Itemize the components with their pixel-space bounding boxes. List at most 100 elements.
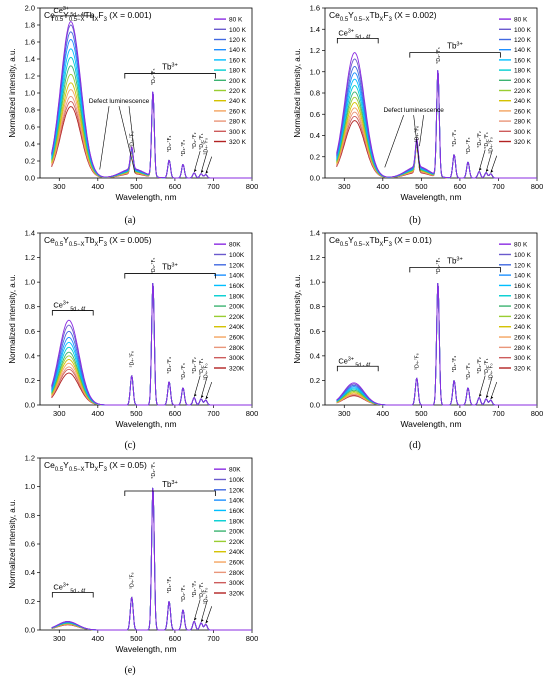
legend-label: 120 K bbox=[229, 37, 247, 44]
y-tick-label: 1.6 bbox=[25, 38, 35, 47]
y-tick-label: 0.4 bbox=[25, 568, 35, 577]
tb-band-label-part: 3+ bbox=[171, 480, 177, 486]
legend-label: 200 K bbox=[229, 78, 247, 85]
tb-band-label-part: 3+ bbox=[171, 62, 177, 68]
legend-label: 300K bbox=[229, 580, 245, 587]
legend-label: 200K bbox=[229, 304, 245, 311]
chart-title-part: 3 bbox=[104, 467, 108, 473]
y-tick-label: 0.4 bbox=[25, 351, 35, 360]
legend-label: 240 K bbox=[229, 98, 247, 105]
y-tick-label: 0.0 bbox=[25, 626, 35, 635]
legend-label: 260 K bbox=[514, 335, 532, 342]
legend-label: 80 K bbox=[514, 17, 528, 24]
y-tick-label: 0.0 bbox=[310, 174, 320, 183]
transition-arrow bbox=[193, 375, 201, 397]
legend-label: 160K bbox=[229, 508, 245, 515]
transition-arrow bbox=[200, 376, 208, 398]
legend-label: 220K bbox=[229, 314, 245, 321]
transition-label: ⁵D₄-⁷F₂ bbox=[192, 581, 198, 598]
transition-arrowhead bbox=[486, 394, 489, 398]
transition-arrow bbox=[205, 381, 213, 400]
legend-label: 260 K bbox=[514, 108, 532, 115]
chart-title-part: Ce bbox=[44, 10, 55, 20]
y-tick-label: 1.8 bbox=[25, 21, 35, 30]
chart-panel-a: 300 400 500 600 700 800 0.0 0.2 0.4 0.6 0.8 1.0 1.2 1… bbox=[8, 4, 258, 203]
x-axis-label: Wavelength, nm bbox=[400, 192, 461, 202]
chart-title-part: 3 bbox=[104, 242, 108, 248]
transition-label: ⁵D₄-⁷F₃ bbox=[181, 585, 187, 602]
x-axis-label: Wavelength, nm bbox=[115, 192, 176, 202]
legend-label: 220 K bbox=[514, 314, 532, 321]
transition-label: ⁵D₄-⁷F₅ bbox=[151, 68, 157, 85]
chart-title-part: Tb bbox=[85, 460, 95, 470]
legend-label: 280 K bbox=[514, 345, 532, 352]
x-tick-label: 700 bbox=[207, 634, 220, 643]
chart-title-part: 0.5 bbox=[340, 17, 349, 23]
y-tick-label: 0.8 bbox=[25, 511, 35, 520]
series-line-80K bbox=[51, 21, 252, 179]
transition-label: ⁵D₄-⁷F₄ bbox=[452, 130, 458, 147]
transition-arrowhead bbox=[194, 168, 197, 172]
legend-label: 80K bbox=[229, 467, 241, 474]
chart-title-part: X bbox=[94, 17, 98, 23]
panel-caption-a: (a) bbox=[124, 215, 136, 226]
y-tick-label: 1.2 bbox=[25, 454, 35, 463]
chart-title-part: F bbox=[98, 235, 103, 245]
legend-label: 320K bbox=[229, 366, 245, 373]
transition-label: ⁵D₄-⁷F₅ bbox=[436, 258, 442, 275]
chart-title: Ce0.5Y0.5−XTbXF3 (X = 0.01) bbox=[329, 235, 432, 248]
legend-label: 180 K bbox=[229, 68, 247, 75]
tb-band-label: Tb3+ bbox=[447, 256, 463, 265]
transition-arrowhead bbox=[194, 617, 197, 621]
transition-arrow bbox=[478, 375, 486, 397]
x-tick-label: 700 bbox=[207, 182, 220, 191]
chart-title-part: 0.5−X bbox=[69, 467, 85, 473]
y-tick-label: 2.0 bbox=[25, 4, 35, 13]
y-tick-label: 0.4 bbox=[25, 140, 35, 149]
chart-title: Ce0.5Y0.5−XTbXF3 (X = 0.005) bbox=[44, 235, 152, 248]
ce-band-label-part: 3+ bbox=[63, 582, 69, 588]
legend-label: 180K bbox=[229, 518, 245, 525]
transition-label: ⁵D₄-⁷F₁ bbox=[484, 358, 490, 375]
panel-caption-b: (b) bbox=[409, 215, 421, 226]
transition-label: ⁵D₄-⁷F₀ bbox=[489, 364, 495, 381]
chart-title-part: X bbox=[379, 242, 383, 248]
tb-bracket bbox=[124, 273, 216, 279]
x-tick-label: 700 bbox=[492, 409, 505, 418]
tb-band-label-part: Tb bbox=[162, 263, 172, 272]
transition-label: ⁵D₄-⁷F₆ bbox=[130, 572, 136, 589]
legend-label: 220 K bbox=[229, 88, 247, 95]
ce-band-label-part: Ce bbox=[338, 356, 348, 365]
chart-title-part: X bbox=[379, 17, 383, 23]
ce-bracket bbox=[336, 365, 379, 372]
chart-title-part: Ce bbox=[44, 460, 55, 470]
defect-arrow bbox=[419, 115, 424, 147]
x-tick-label: 300 bbox=[338, 409, 351, 418]
chart-panel-d: 300 400 500 600 700 800 0.0 0.2 0.4 0.6 0.8 1.0 1.2 1… bbox=[293, 229, 543, 430]
y-tick-label: 0.4 bbox=[310, 351, 320, 360]
y-tick-label: 1.0 bbox=[310, 278, 320, 287]
legend-label: 320 K bbox=[514, 366, 532, 373]
chart-title-part: (X = 0.05) bbox=[107, 460, 147, 470]
chart-title-part: F bbox=[98, 460, 103, 470]
transition-label: ⁵D₄-⁷F₂ bbox=[477, 357, 483, 374]
y-tick-label: 0.6 bbox=[25, 327, 35, 336]
y-axis-label: Normalized intensity, a.u. bbox=[8, 274, 17, 363]
transition-label: ⁵D₄-⁷F₂ bbox=[192, 357, 198, 374]
transition-arrowhead bbox=[201, 618, 204, 622]
x-tick-label: 800 bbox=[531, 409, 544, 418]
ce-band-label-part: 5d - 4f bbox=[69, 12, 86, 18]
chart-title-part: F bbox=[383, 10, 388, 20]
x-tick-label: 600 bbox=[169, 182, 182, 191]
legend-label: 80 K bbox=[514, 242, 528, 249]
x-tick-label: 400 bbox=[377, 409, 390, 418]
transition-arrow bbox=[490, 381, 498, 400]
chart-title-part: Y bbox=[63, 235, 69, 245]
ce-band-label-part: 3+ bbox=[348, 28, 354, 34]
panel-caption-d: (d) bbox=[409, 440, 421, 451]
legend-label: 160 K bbox=[514, 283, 532, 290]
transition-label: ⁵D₄-⁷F₄ bbox=[167, 577, 173, 594]
x-tick-label: 500 bbox=[130, 182, 143, 191]
ce-band-label-part: Ce bbox=[338, 28, 348, 37]
legend-label: 120 K bbox=[514, 37, 532, 44]
